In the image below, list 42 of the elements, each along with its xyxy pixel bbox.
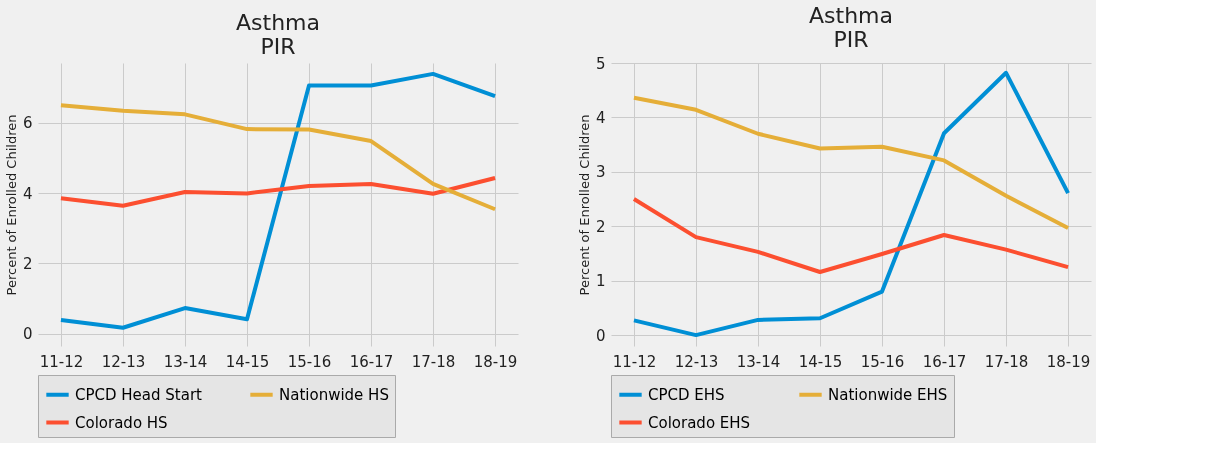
x-tick-label: 11-12 <box>39 352 84 371</box>
legend-label: Colorado HS <box>75 413 168 432</box>
x-tick-label: 12-13 <box>674 352 719 371</box>
x-tick-label: 14-15 <box>225 352 270 371</box>
line-series <box>58 175 498 208</box>
y-tick-label: 5 <box>595 54 606 73</box>
y-axis-title: Percent of Enrolled Children <box>576 114 592 296</box>
x-tick-label: 17-18 <box>984 352 1029 371</box>
y-tick-label: 1 <box>595 272 606 291</box>
y-tick-label: 0 <box>595 326 606 345</box>
y-axis-title: Percent of Enrolled Children <box>3 114 19 296</box>
y-tick-label: 4 <box>22 184 33 203</box>
legend-label: Nationwide HS <box>279 385 389 404</box>
chart-title: Asthma PIR <box>809 3 893 52</box>
x-tick-label: 14-15 <box>798 352 843 371</box>
y-tick-label: 0 <box>22 325 33 344</box>
line-series <box>58 71 498 330</box>
x-tick-label: 16-17 <box>349 352 394 371</box>
x-tick-label: 17-18 <box>411 352 456 371</box>
y-tick-label: 2 <box>22 254 33 273</box>
legend-label: Colorado EHS <box>648 413 751 432</box>
chart-title: Asthma PIR <box>236 10 320 59</box>
x-tick-label: 18-19 <box>1046 352 1091 371</box>
x-tick-label: 16-17 <box>922 352 967 371</box>
y-tick-label: 4 <box>595 108 606 127</box>
x-tick-label: 11-12 <box>612 352 657 371</box>
line-series <box>631 70 1071 338</box>
x-tick-label: 15-16 <box>287 352 332 371</box>
legend-label: Nationwide EHS <box>828 385 948 404</box>
line-series <box>631 197 1071 274</box>
x-tick-label: 12-13 <box>101 352 146 371</box>
y-tick-label: 3 <box>595 163 606 182</box>
line-series <box>631 95 1071 230</box>
x-tick-label: 15-16 <box>860 352 905 371</box>
x-tick-label: 13-14 <box>736 352 781 371</box>
legend-label: CPCD Head Start <box>75 385 203 404</box>
y-tick-label: 2 <box>595 217 606 236</box>
x-tick-label: 13-14 <box>163 352 208 371</box>
y-tick-label: 6 <box>22 114 33 133</box>
legend-label: CPCD EHS <box>648 385 725 404</box>
x-tick-label: 18-19 <box>473 352 518 371</box>
line-series <box>58 103 498 212</box>
